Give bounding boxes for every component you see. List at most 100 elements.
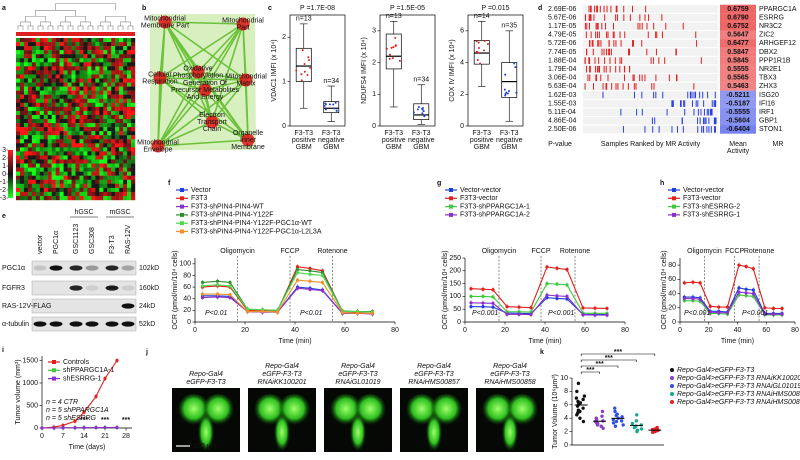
heatmap-cell [99, 119, 103, 123]
heatmap-cell [52, 172, 56, 176]
heatmap-cell [115, 99, 119, 103]
heatmap-cell [127, 87, 131, 91]
heatmap-cell [48, 147, 52, 151]
heatmap-cell [32, 38, 36, 42]
heatmap-cell [111, 180, 115, 184]
heatmap-cell [60, 160, 64, 164]
nerve-cord [350, 415, 366, 453]
heatmap-cell [64, 184, 68, 188]
heatmap-cell [48, 70, 52, 74]
heatmap-cell [20, 111, 24, 115]
heatmap-cell [99, 127, 103, 131]
heatmap-cell [127, 176, 131, 180]
heatmap-cell [127, 180, 131, 184]
dendrogram [56, 4, 116, 11]
data-point [491, 288, 494, 291]
heatmap-cell [64, 50, 68, 54]
legend-label: F3T3-vector [683, 195, 721, 202]
colorbar-label: 0 [2, 171, 6, 178]
heatmap-cell [115, 46, 119, 50]
data-point [82, 426, 85, 429]
x-tick-label: F3-T3 [500, 130, 519, 137]
heatmap-cell [68, 147, 72, 151]
heatmap-cell [60, 62, 64, 66]
heatmap-cell [32, 139, 36, 143]
node-label: Mitochondrial [137, 139, 179, 146]
heatmap-cell [16, 196, 20, 200]
heatmap-cell [95, 196, 99, 200]
heatmap-cell [32, 83, 36, 87]
heatmap-cell [64, 131, 68, 135]
jitter-point [421, 108, 423, 110]
heatmap-cell [127, 95, 131, 99]
heatmap-cell [20, 103, 24, 107]
y-tick-label: 80 [668, 262, 676, 269]
legend-marker [52, 360, 56, 364]
heatmap-cell [91, 79, 95, 83]
heatmap-cell [24, 91, 28, 95]
heatmap-cell [99, 62, 103, 66]
heatmap-cell [68, 54, 72, 58]
x-tick-label: 0 [193, 327, 197, 334]
heatmap-cell [20, 164, 24, 168]
heatmap-cell [91, 123, 95, 127]
heatmap-cell [24, 99, 28, 103]
dendrogram [26, 16, 46, 22]
legend-marker [670, 368, 674, 372]
heatmap-cell [87, 151, 91, 155]
p-value: 1.55E-03 [548, 100, 577, 107]
blot-band [106, 321, 119, 326]
mean-activity: 0.6790 [727, 14, 749, 21]
heatmap-cell [107, 58, 111, 62]
heatmap-cell [44, 58, 48, 62]
heatmap-cell [40, 131, 44, 135]
row-band [583, 5, 718, 13]
heatmap-cell [131, 131, 135, 135]
caption: Repo-Gal4 [189, 371, 223, 378]
heatmap-cell [36, 188, 40, 192]
heatmap-cell [16, 143, 20, 147]
heatmap-cell [44, 54, 48, 58]
heatmap-cell [83, 131, 87, 135]
heatmap-cell [24, 143, 28, 147]
heatmap-cell [72, 42, 76, 46]
y-tick-label: 6 [460, 28, 464, 35]
mr-name: ISG20 [759, 92, 779, 99]
heatmap-cell [24, 74, 28, 78]
heatmap-cell [72, 196, 76, 200]
heatmap-cell [32, 180, 36, 184]
p-value: 2.50E-06 [548, 126, 577, 133]
jitter-point [392, 46, 394, 48]
heatmap-cell [91, 62, 95, 66]
heatmap-cell [24, 79, 28, 83]
x-tick-label: 20 [705, 327, 713, 334]
heatmap-cell [32, 160, 36, 164]
heatmap-cell [72, 180, 76, 184]
heatmap-cell [24, 147, 28, 151]
heatmap-cell [127, 79, 131, 83]
significance: *** [596, 361, 604, 368]
heatmap-cell [28, 123, 32, 127]
heatmap-cell [83, 151, 87, 155]
p-value: 7.74E-05 [548, 49, 577, 56]
heatmap-cell [131, 95, 135, 99]
heatmap-cell [127, 135, 131, 139]
heatmap-cell [24, 123, 28, 127]
p-label: P<0.001 [472, 310, 498, 317]
heatmap-cell [83, 119, 87, 123]
heatmap-cell [99, 91, 103, 95]
heatmap-cell [115, 131, 119, 135]
heatmap-cell [131, 192, 135, 196]
heatmap-cell [83, 127, 87, 131]
p-label: P<0.001 [548, 310, 574, 317]
heatmap-cell [76, 79, 80, 83]
heatmap-cell [123, 135, 127, 139]
node-label: Chain [203, 126, 221, 133]
data-point [612, 421, 615, 424]
heatmap-cell [20, 168, 24, 172]
heatmap-cell [36, 135, 40, 139]
heatmap-cell [103, 91, 107, 95]
heatmap-cell [52, 50, 56, 54]
heatmap-cell [103, 139, 107, 143]
jitter-point [307, 74, 309, 76]
